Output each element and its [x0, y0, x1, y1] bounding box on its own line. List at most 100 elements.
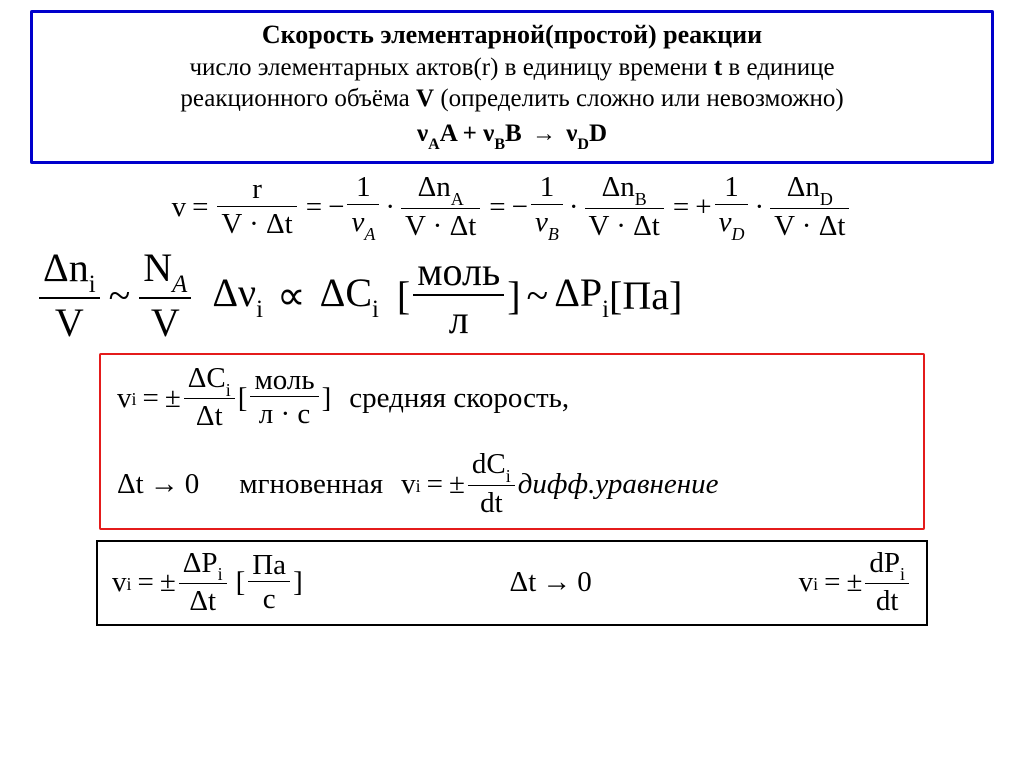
rate-equation: v = r V · Δt = − 1 νA · ΔnA V · Δt = − 1… [24, 172, 1000, 242]
t: · [249, 208, 259, 240]
t: Δn [787, 171, 820, 203]
pm: ± [846, 566, 862, 599]
title-text: в единице [722, 54, 834, 81]
num: ΔCi [184, 363, 235, 399]
t: ΔP [183, 547, 218, 579]
text-instant: мгновенная [239, 462, 383, 507]
t: i [256, 296, 263, 323]
var-v: v [117, 376, 132, 421]
t: B [548, 224, 559, 244]
t: dC [472, 448, 506, 480]
num: ΔnB [585, 172, 664, 208]
dt: Δt [510, 566, 537, 599]
den: V · Δt [770, 208, 849, 243]
fraction: Па с [248, 550, 290, 617]
pm: ± [165, 376, 181, 421]
nu: ν [483, 120, 494, 147]
dot: · [751, 191, 767, 224]
fraction: dPi dt [865, 548, 909, 618]
t: i [506, 466, 511, 486]
title-text: число элементарных актов [189, 54, 473, 81]
minus: − [328, 191, 344, 224]
title-text: (определить сложно или невозможно) [434, 85, 844, 112]
t: A [364, 224, 375, 244]
fraction: 1 νA [347, 172, 379, 242]
pressure-rate-box: vi = ± ΔPi Δt [ Па с ] Δt → 0 vi = ± dPi… [96, 540, 928, 626]
var-v: v [112, 566, 127, 599]
num: Δni [39, 246, 100, 296]
t: Δt [266, 208, 293, 240]
num: ΔnD [770, 172, 849, 208]
den: νB [531, 204, 563, 243]
arrow-icon: → [536, 566, 577, 599]
bracket: [ [238, 376, 248, 421]
bracket: ] [322, 376, 332, 421]
fraction: ΔCi Δt [184, 363, 235, 433]
fraction: ΔPi Δt [179, 548, 227, 618]
t: Δt [633, 210, 660, 242]
proportional-equation: Δni V ~ NA V Δνi ∝ ΔCi [ моль л ] ~ ΔPi … [24, 246, 1000, 344]
sub-a: A [428, 136, 440, 153]
fraction: Δni V [39, 246, 100, 344]
var-v: v [799, 566, 814, 599]
average-rate-box: vi = ± ΔCi Δt [ моль л · с ] средняя ско… [99, 353, 925, 530]
num: моль [250, 365, 318, 397]
t: Δν [212, 270, 256, 315]
num: NA [139, 246, 191, 296]
den: νA [347, 204, 379, 243]
den: dt [865, 583, 909, 618]
den: νD [715, 204, 749, 243]
num: dCi [468, 449, 515, 485]
dot: · [566, 191, 582, 224]
sub: i [813, 574, 818, 595]
t: ΔP [554, 270, 602, 315]
bracket: [ [230, 566, 246, 599]
t: D [820, 189, 833, 209]
fraction: dCi dt [468, 449, 515, 519]
den: л · с [250, 396, 318, 431]
num: Па [248, 550, 290, 582]
title-sub-line2: реакционного объёма V (определить сложно… [43, 83, 981, 114]
arrow-icon: → [528, 121, 560, 147]
plus: + [695, 191, 711, 224]
sub: i [416, 473, 421, 501]
black-part3: vi = ± dPi dt [799, 548, 912, 618]
num: ΔnA [401, 172, 480, 208]
title-box: Скорость элементарной(простой) реакции ч… [30, 10, 994, 164]
num: 1 [715, 172, 749, 204]
proportional: ∝ [263, 272, 320, 319]
t: · [433, 210, 443, 242]
t: ν [535, 206, 548, 238]
unit-pa: [Па] [609, 272, 682, 319]
t: A [451, 189, 464, 209]
fraction: моль л · с [250, 365, 318, 432]
nu: ν [566, 120, 577, 147]
plus: + [456, 120, 483, 147]
species-a: A [440, 120, 457, 147]
var-v: v [401, 462, 416, 507]
fraction: ΔnB V · Δt [585, 172, 664, 242]
title-text: V [416, 85, 434, 112]
den: V · Δt [217, 206, 296, 241]
den: V · Δt [585, 208, 664, 243]
t: Δt [450, 210, 477, 242]
fraction: ΔnA V · Δt [401, 172, 480, 242]
den: V · Δt [401, 208, 480, 243]
text-average: средняя скорость, [349, 376, 569, 421]
t: dP [869, 547, 900, 579]
t: ΔC [188, 362, 226, 394]
t: ν [351, 206, 364, 238]
t: V [589, 210, 609, 242]
title-text: (r) [473, 54, 498, 81]
red-line2: Δt → 0 мгновенная vi = ± dCi dt дифф.ура… [117, 449, 907, 519]
t: i [372, 296, 379, 323]
tilde: ~ [521, 272, 555, 319]
black-part2: Δt → 0 [510, 566, 592, 599]
black-part1: vi = ± ΔPi Δt [ Па с ] [112, 548, 303, 618]
num: dPi [865, 548, 909, 584]
den: Δt [179, 583, 227, 618]
equals: = [421, 462, 449, 507]
num: r [217, 174, 296, 206]
t: i [226, 380, 231, 400]
equals: = [667, 191, 695, 224]
